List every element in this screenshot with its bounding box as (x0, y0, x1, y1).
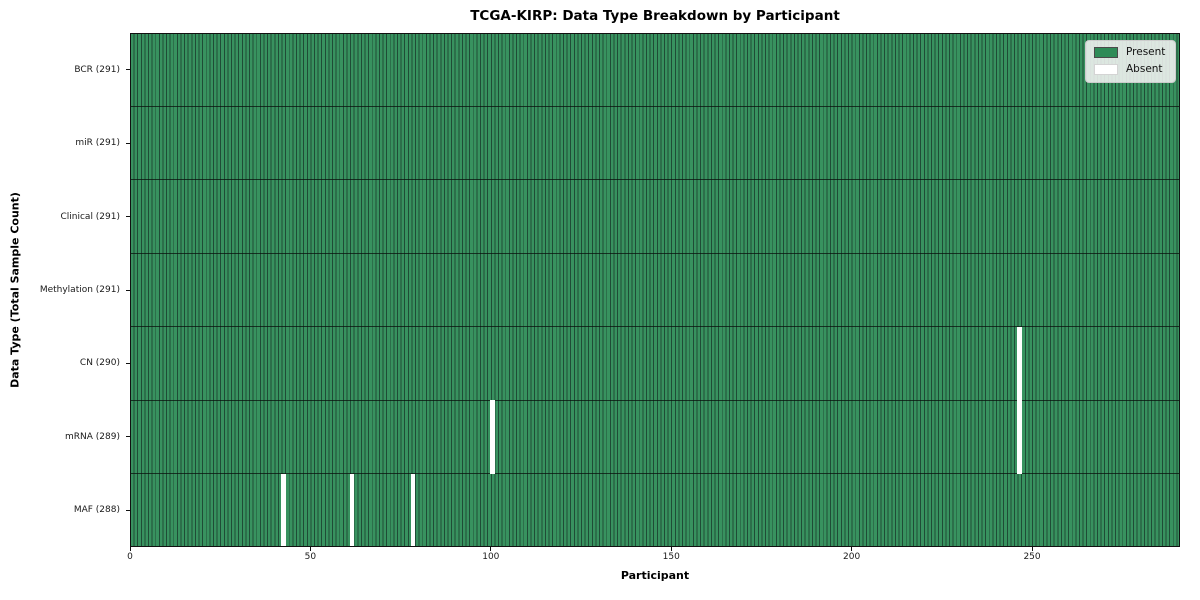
row-divider (130, 473, 1180, 475)
y-tick-mark (126, 69, 130, 71)
legend-item-absent: Absent (1094, 64, 1165, 75)
y-tick-label-clinical: Clinical (291) (60, 211, 120, 222)
legend-item-present: Present (1094, 47, 1165, 58)
y-tick-mark (126, 216, 130, 218)
legend: Present Absent (1085, 40, 1177, 83)
x-tick-mark (490, 547, 492, 551)
x-tick-mark (851, 547, 853, 551)
y-axis-label: Data Type (Total Sample Count) (8, 192, 22, 388)
x-tick-label-100: 100 (482, 552, 500, 562)
y-tick-label-mrna: mRNA (289) (65, 431, 120, 442)
chart-title: TCGA-KIRP: Data Type Breakdown by Partic… (470, 8, 840, 24)
y-tick-mark (126, 289, 130, 291)
y-tick-label-maf: MAF (288) (73, 505, 120, 516)
x-tick-label-0: 0 (127, 552, 133, 562)
x-tick-mark (670, 547, 672, 551)
absent-cell-cn-246 (1017, 326, 1022, 401)
x-tick-mark (129, 547, 131, 551)
x-tick-label-50: 50 (304, 552, 317, 562)
x-tick-mark (309, 547, 311, 551)
y-tick-label-mir: miR (291) (75, 138, 120, 149)
y-tick-mark (126, 436, 130, 438)
x-axis-label: Participant (620, 569, 690, 582)
row-divider (130, 326, 1180, 328)
y-tick-mark (126, 509, 130, 511)
legend-swatch-absent (1094, 64, 1118, 75)
absent-cell-mrna-100 (490, 400, 495, 474)
row-divider (130, 252, 1180, 254)
absent-cell-maf-61 (349, 473, 355, 547)
x-tick-label-250: 250 (1023, 552, 1041, 562)
y-tick-mark (126, 142, 130, 144)
legend-swatch-present (1094, 47, 1118, 58)
absent-cell-maf-42 (281, 473, 286, 547)
absent-cell-mrna-246 (1017, 400, 1022, 474)
absent-cell-maf-78 (411, 473, 416, 547)
plot-area (130, 33, 1180, 547)
y-tick-label-methylation: Methylation (291) (39, 285, 120, 295)
x-tick-label-150: 150 (662, 552, 680, 562)
row-divider (130, 179, 1180, 181)
row-divider (130, 399, 1180, 401)
y-tick-mark (126, 362, 130, 364)
x-tick-mark (1031, 547, 1033, 551)
row-divider (130, 105, 1180, 107)
legend-label-present: Present (1126, 46, 1166, 59)
y-tick-label-bcr: BCR (291) (74, 64, 120, 75)
y-tick-label-cn: CN (290) (79, 358, 120, 369)
x-tick-label-200: 200 (843, 552, 861, 562)
legend-label-absent: Absent (1126, 63, 1163, 76)
